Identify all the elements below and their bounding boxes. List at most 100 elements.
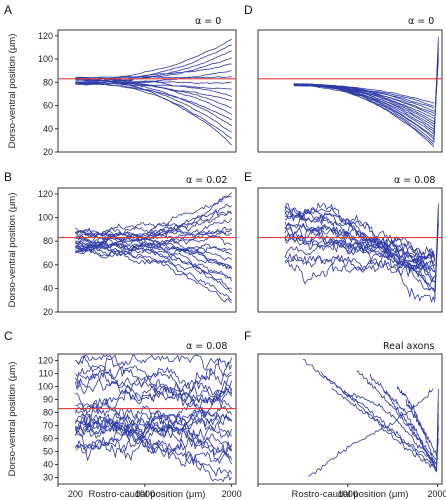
simulated-axon-trace	[75, 389, 233, 439]
simulated-axon-trace	[75, 423, 233, 465]
simulated-axon-trace	[75, 406, 232, 450]
simulated-axon-trace	[75, 50, 232, 84]
panel-b-traces	[75, 192, 233, 304]
y-tick-label: 100	[38, 382, 53, 392]
panel-f-annotation: Real axons	[383, 341, 434, 352]
y-tick-label: 40	[43, 283, 53, 293]
panel-f: F Real axons 1000 2000	[244, 329, 446, 499]
simulated-axon-trace	[75, 357, 233, 417]
simulated-axon-trace	[75, 354, 233, 377]
axon-trace	[342, 390, 437, 465]
panel-f-ticks: 1000 2000	[257, 484, 446, 499]
y-tick-label: 80	[43, 408, 53, 418]
y-tick-label: 40	[43, 460, 53, 470]
panel-b-annotation: α = 0.02	[186, 175, 227, 186]
y-tick-label: 60	[43, 434, 53, 444]
simulated-axon-trace	[75, 245, 232, 279]
simulated-axon-trace	[75, 246, 232, 257]
simulated-axon-trace	[75, 82, 232, 90]
y-axis-title-c: Dorso-ventral position (μm)	[7, 362, 18, 477]
y-tick-label: 100	[38, 54, 53, 64]
x-axis-title-right: Rostro-caudal position (μm)	[292, 489, 409, 500]
simulated-axon-trace	[284, 249, 436, 285]
trace-tail	[434, 203, 439, 300]
y-tick-label: 60	[43, 101, 53, 111]
y-tick-label: 20	[43, 307, 53, 317]
panel-c-annotation: α = 0.08	[186, 341, 227, 352]
panel-d: D α = 0	[244, 3, 443, 153]
panel-letter-c: C	[4, 329, 13, 343]
panel-e: E α = 0.08	[244, 170, 443, 313]
panel-f-traces	[302, 359, 439, 477]
axon-trace	[369, 373, 437, 468]
simulated-axon-trace	[75, 366, 232, 389]
panel-letter-e: E	[244, 170, 252, 184]
x-tick-label: 2000	[222, 489, 242, 499]
simulated-axon-trace	[293, 85, 435, 145]
simulated-axon-trace	[284, 253, 436, 276]
panel-letter-a: A	[4, 3, 12, 17]
simulated-axon-trace	[284, 232, 435, 270]
axon-trace	[308, 388, 434, 477]
simulated-axon-trace	[293, 84, 435, 107]
simulated-axon-trace	[75, 192, 232, 250]
y-tick-label: 50	[43, 447, 53, 457]
x-tick-label: 1000	[338, 489, 358, 499]
axon-trace	[396, 386, 437, 473]
y-tick-label: 100	[38, 213, 53, 223]
panel-b-ticks: 20 40 60 80 100 120	[38, 189, 58, 317]
panel-e-frame	[257, 187, 443, 313]
simulated-axon-trace	[75, 247, 232, 304]
panel-d-annotation: α = 0	[408, 16, 434, 27]
simulated-axon-trace	[75, 379, 233, 415]
y-tick-label: 40	[43, 124, 53, 134]
y-axis-title-a: Dorso-ventral position (μm)	[7, 34, 18, 149]
y-tick-label: 80	[43, 236, 53, 246]
simulated-axon-trace	[75, 365, 232, 426]
panel-a: A α = 0 20 40 60 80 100 120	[4, 3, 237, 157]
panel-a-ticks: 20 40 60 80 100 120	[38, 31, 58, 157]
panel-b: B α = 0.02 20 40 60 80 100 120	[4, 170, 237, 317]
panel-d-frame	[257, 29, 443, 153]
panel-d-traces	[293, 36, 439, 148]
axon-trace	[331, 387, 437, 471]
panel-c: C α = 0.08 30 40 50 60 70 80 90 100 110 120 1000 20…	[4, 329, 242, 499]
x-axis-title-left: Rostro-caudal position (μm)	[89, 489, 206, 500]
simulated-axon-trace	[75, 436, 233, 460]
y-tick-label: 20	[43, 147, 53, 157]
simulated-axon-trace	[75, 375, 232, 439]
simulated-axon-trace	[75, 44, 232, 83]
panel-letter-f: F	[244, 329, 251, 343]
simulated-axon-trace	[75, 354, 233, 426]
trace-tail	[433, 36, 439, 141]
panel-a-traces	[75, 38, 232, 146]
panel-b-frame	[57, 187, 237, 313]
y-tick-label: 120	[38, 189, 53, 199]
trace-tail	[436, 389, 439, 470]
panel-a-frame	[57, 29, 237, 153]
y-tick-label: 120	[38, 31, 53, 41]
simulated-axon-trace	[75, 226, 232, 249]
simulated-axon-trace	[284, 237, 435, 260]
panel-e-traces	[284, 202, 439, 303]
y-tick-label: 120	[38, 356, 53, 366]
panel-e-annotation: α = 0.08	[394, 175, 435, 186]
y-tick-label: 30	[43, 473, 53, 483]
x-tick-label: 1000	[135, 489, 155, 499]
panel-c-ticks: 30 40 50 60 70 80 90 100 110 120 1000 2000 200	[38, 356, 242, 500]
axon-trace	[383, 390, 438, 471]
panel-c-traces	[75, 354, 233, 483]
simulated-axon-trace	[75, 385, 233, 430]
simulated-axon-trace	[75, 239, 232, 255]
x-tick-label: 2000	[427, 489, 446, 499]
x-tick-label: 200	[68, 489, 83, 499]
simulated-axon-trace	[75, 195, 232, 238]
panel-letter-d: D	[244, 3, 253, 17]
simulated-axon-trace	[75, 370, 233, 401]
panel-f-frame	[257, 353, 443, 485]
y-tick-label: 110	[39, 369, 53, 379]
simulated-axon-trace	[284, 250, 436, 273]
simulated-axon-trace	[293, 83, 435, 104]
simulated-axon-trace	[75, 400, 232, 450]
